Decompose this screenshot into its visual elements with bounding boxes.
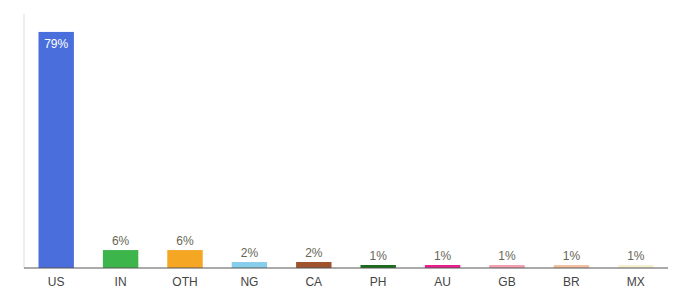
bar [38,32,73,268]
data-label: 1% [370,249,388,263]
data-label: 6% [112,234,130,248]
data-label: 2% [305,246,323,260]
x-tick-label: NG [240,275,258,289]
x-tick-label: PH [370,275,387,289]
bars [38,32,653,268]
x-tick-label: BR [563,275,580,289]
chart-svg: 79% 6% 6% 2% 2% 1% 1% 1% 1% 1% US IN OTH NG CA PH AU GB BR… [0,0,680,300]
bar [167,250,202,268]
bar [232,262,267,268]
data-label: 6% [176,234,194,248]
bar [103,250,138,268]
data-label: 1% [627,249,645,263]
x-tick-label: OTH [172,275,197,289]
x-tick-label: MX [627,275,645,289]
data-label: 1% [434,249,452,263]
data-labels: 79% 6% 6% 2% 2% 1% 1% 1% 1% 1% [44,37,645,263]
data-label: 1% [563,249,581,263]
x-tick-labels: US IN OTH NG CA PH AU GB BR MX [48,275,645,289]
data-label: 79% [44,37,68,51]
x-tick-label: GB [498,275,515,289]
bar [296,262,331,268]
chart-container: 79% 6% 6% 2% 2% 1% 1% 1% 1% 1% US IN OTH NG CA PH AU GB BR… [0,0,680,300]
x-tick-label: AU [434,275,451,289]
x-tick-label: US [48,275,65,289]
x-axis-line [24,268,668,269]
y-axis-line [24,14,25,268]
data-label: 1% [498,249,516,263]
x-tick-label: CA [305,275,322,289]
data-label: 2% [241,246,259,260]
x-tick-label: IN [115,275,127,289]
